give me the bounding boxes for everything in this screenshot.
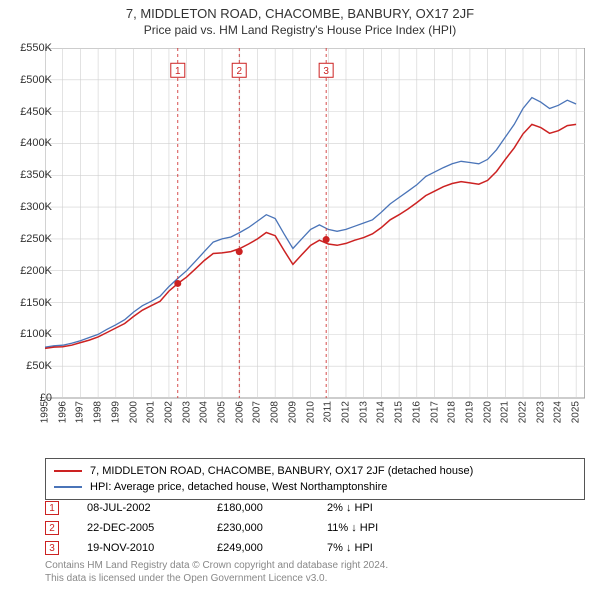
svg-text:3: 3	[323, 66, 329, 77]
title-block: 7, MIDDLETON ROAD, CHACOMBE, BANBURY, OX…	[0, 0, 600, 37]
x-tick-label: 2014	[376, 401, 387, 423]
x-tick-label: 2023	[535, 401, 546, 423]
legend-row: 7, MIDDLETON ROAD, CHACOMBE, BANBURY, OX…	[54, 463, 576, 479]
y-tick-label: £350K	[20, 169, 52, 181]
x-tick-label: 2001	[146, 401, 157, 423]
x-tick-label: 2017	[429, 401, 440, 423]
x-tick-label: 1997	[75, 401, 86, 423]
y-tick-label: £250K	[20, 233, 52, 245]
transaction-pct: 2% ↓ HPI	[327, 502, 437, 514]
transaction-pct: 11% ↓ HPI	[327, 522, 437, 534]
legend-text: HPI: Average price, detached house, West…	[90, 481, 387, 493]
y-tick-label: £150K	[20, 297, 52, 309]
x-tick-label: 2019	[464, 401, 475, 423]
y-tick-label: £200K	[20, 265, 52, 277]
transaction-row: 2 22-DEC-2005£230,00011% ↓ HPI	[45, 518, 585, 538]
x-tick-label: 1999	[110, 401, 121, 423]
x-tick-label: 2011	[323, 401, 334, 423]
y-tick-label: £500K	[20, 74, 52, 86]
x-tick-label: 2021	[500, 401, 511, 423]
x-tick-label: 2018	[447, 401, 458, 423]
legend-swatch	[54, 470, 82, 472]
chart-area: 1 2 3	[45, 48, 585, 428]
x-tick-label: 2016	[411, 401, 422, 423]
x-tick-label: 2002	[163, 401, 174, 423]
y-tick-label: £450K	[20, 106, 52, 118]
x-tick-label: 2020	[482, 401, 493, 423]
x-tick-label: 1995	[40, 401, 51, 423]
transaction-marker: 3	[45, 541, 59, 555]
transaction-date: 19-NOV-2010	[87, 542, 217, 554]
x-tick-label: 2003	[181, 401, 192, 423]
footer-line-1: Contains HM Land Registry data © Crown c…	[45, 560, 388, 573]
legend: 7, MIDDLETON ROAD, CHACOMBE, BANBURY, OX…	[45, 458, 585, 500]
x-tick-label: 2004	[199, 401, 210, 423]
transaction-date: 08-JUL-2002	[87, 502, 217, 514]
chart-container: 7, MIDDLETON ROAD, CHACOMBE, BANBURY, OX…	[0, 0, 600, 590]
footer-line-2: This data is licensed under the Open Gov…	[45, 573, 388, 586]
transaction-marker: 2	[45, 521, 59, 535]
transaction-price: £180,000	[217, 502, 327, 514]
transaction-row: 3 19-NOV-2010£249,0007% ↓ HPI	[45, 538, 585, 558]
svg-text:1: 1	[175, 66, 181, 77]
transaction-pct: 7% ↓ HPI	[327, 542, 437, 554]
x-tick-label: 2008	[270, 401, 281, 423]
x-tick-label: 1998	[93, 401, 104, 423]
x-tick-label: 1996	[57, 401, 68, 423]
legend-row: HPI: Average price, detached house, West…	[54, 479, 576, 495]
x-tick-label: 2009	[287, 401, 298, 423]
x-tick-label: 2010	[305, 401, 316, 423]
svg-text:2: 2	[236, 66, 242, 77]
transaction-marker: 1	[45, 501, 59, 515]
x-tick-label: 2015	[394, 401, 405, 423]
y-tick-label: £550K	[20, 42, 52, 54]
x-tick-label: 2024	[553, 401, 564, 423]
transaction-row: 1 08-JUL-2002£180,0002% ↓ HPI	[45, 498, 585, 518]
y-tick-label: £400K	[20, 137, 52, 149]
x-tick-label: 2000	[128, 401, 139, 423]
transaction-price: £249,000	[217, 542, 327, 554]
x-tick-label: 2007	[252, 401, 263, 423]
transaction-date: 22-DEC-2005	[87, 522, 217, 534]
transaction-table: 1 08-JUL-2002£180,0002% ↓ HPI 2 22-DEC-2005…	[45, 498, 585, 558]
y-tick-label: £100K	[20, 328, 52, 340]
chart-title: 7, MIDDLETON ROAD, CHACOMBE, BANBURY, OX…	[0, 6, 600, 21]
transaction-price: £230,000	[217, 522, 327, 534]
footer-attribution: Contains HM Land Registry data © Crown c…	[45, 560, 388, 585]
x-tick-label: 2013	[358, 401, 369, 423]
x-tick-label: 2005	[217, 401, 228, 423]
chart-subtitle: Price paid vs. HM Land Registry's House …	[0, 23, 600, 37]
y-tick-label: £50K	[26, 360, 52, 372]
x-tick-label: 2022	[518, 401, 529, 423]
chart-svg: 1 2 3	[45, 48, 585, 428]
x-tick-label: 2025	[571, 401, 582, 423]
x-tick-label: 2012	[340, 401, 351, 423]
legend-swatch	[54, 486, 82, 488]
y-tick-label: £300K	[20, 201, 52, 213]
x-tick-label: 2006	[234, 401, 245, 423]
legend-text: 7, MIDDLETON ROAD, CHACOMBE, BANBURY, OX…	[90, 465, 473, 477]
